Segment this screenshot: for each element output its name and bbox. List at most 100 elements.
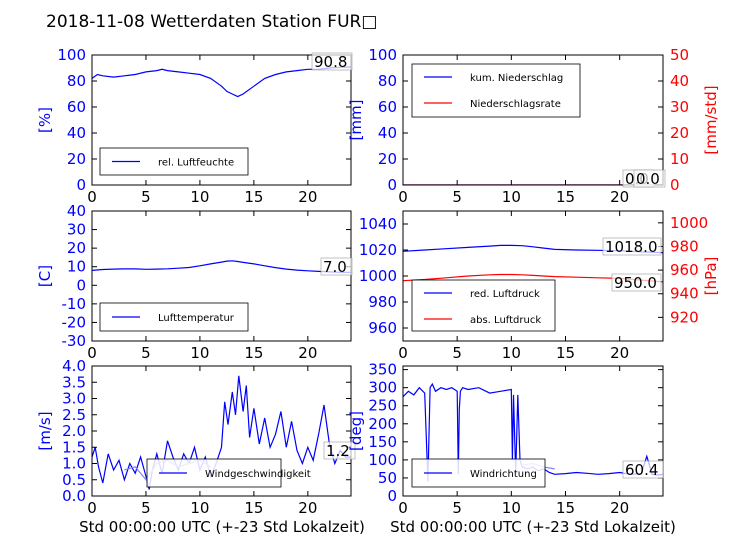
y-tick-label: 80 <box>378 72 397 90</box>
value-label-box <box>311 52 353 71</box>
y-tick-label: 350 <box>368 361 397 379</box>
value-label: 950.0 <box>614 274 657 292</box>
y-tick-label: 20 <box>378 150 397 168</box>
x-tick-label: 0 <box>87 188 97 206</box>
y-tick-label-right: 20 <box>670 124 689 142</box>
x-tick-label: 20 <box>298 188 317 206</box>
value-label: 0.0 <box>636 170 660 188</box>
x-tick-label: 5 <box>452 344 462 362</box>
x-tick-label: 10 <box>502 188 521 206</box>
legend-label: Lufttemperatur <box>158 313 235 324</box>
x-tick-label: 15 <box>244 499 263 517</box>
x-tick-label: 0 <box>398 499 408 517</box>
plot-frame <box>402 365 664 497</box>
legend: red. Luftdruck abs. Luftdruck <box>411 279 556 332</box>
legend-label: abs. Luftdruck <box>470 315 541 326</box>
x-tick-label: 20 <box>298 344 317 362</box>
x-tick-label: 5 <box>141 344 151 362</box>
y-tick-label-right: 40 <box>670 72 689 90</box>
panel-wind_direction: 0 5 10 15 20050100150200250300350[deg]Windri… <box>347 361 664 517</box>
y-tick-label: 0.0 <box>62 487 86 505</box>
y-tick-label: -30 <box>62 332 87 350</box>
y-tick-label: 80 <box>67 72 86 90</box>
panel-humidity: 0 5 10 15 20 0 20 40 60 80 100 [%] rel. Luftfeuchte 9… <box>36 46 353 206</box>
legend-box <box>411 279 556 332</box>
y-tick-label: 20 <box>67 239 86 257</box>
y-tick-label: 40 <box>67 202 86 220</box>
legend-box <box>411 63 581 118</box>
y-tick-label: 0 <box>76 176 86 194</box>
y-tick-label: 100 <box>57 46 86 64</box>
x-tick-label: 0 <box>398 344 408 362</box>
y-tick-label: 0 <box>387 487 397 505</box>
plot-frame <box>91 210 352 342</box>
y-tick-label: 0 <box>387 176 397 194</box>
y-tick-label: 20 <box>67 150 86 168</box>
legend-label: Niederschlagsrate <box>470 99 561 110</box>
y-tick-label-right: 10 <box>670 150 689 168</box>
y-tick-label-right: 1000 <box>670 214 708 232</box>
x-tick-label: 15 <box>244 188 263 206</box>
y-tick-label: 1020 <box>359 241 397 259</box>
x-tick-label: 20 <box>298 499 317 517</box>
value-label-box <box>611 273 662 292</box>
y-tick-label: 980 <box>368 293 397 311</box>
legend: Windgeschwindigkeit <box>146 458 311 488</box>
y-tick-label: 150 <box>368 433 397 451</box>
y-tick-label: 40 <box>378 124 397 142</box>
y-tick-label: 250 <box>368 397 397 415</box>
panel-temperature: 0 5 10 15 20-30-20-10010203040[C]Lufttempera… <box>36 202 353 362</box>
x-tick-label: 10 <box>502 499 521 517</box>
y-tick-label: 3.0 <box>62 390 86 408</box>
y-tick-label-right: 30 <box>670 98 689 116</box>
y-tick-label-right: 960 <box>670 261 699 279</box>
y-axis-label: [mm] <box>347 100 365 141</box>
y-tick-label: 2.5 <box>62 406 86 424</box>
y-tick-label-right: 0 <box>670 176 680 194</box>
x-tick-label: 15 <box>556 188 575 206</box>
y-tick-label-right: 920 <box>670 308 699 326</box>
y-axis-label: [m/s] <box>36 411 54 450</box>
legend-label: red. Luftdruck <box>470 289 540 300</box>
value-label: 7.0 <box>323 258 347 276</box>
y-tick-label-right: 980 <box>670 237 699 255</box>
y-tick-label: -10 <box>62 295 87 313</box>
panel-wind_speed: 0 5 10 15 20 0.00.51.01.52.02.53.03.54.0 [m/s]… <box>36 357 356 517</box>
legend: kum. Niederschlag Niederschlagsrate <box>411 63 581 118</box>
x-tick-label: 0 <box>87 499 97 517</box>
y-tick-label: 10 <box>67 258 86 276</box>
legend-label: Windgeschwindigkeit <box>205 469 311 480</box>
x-tick-label: 0 <box>87 344 97 362</box>
y-tick-label: 60 <box>67 98 86 116</box>
y-tick-label: 100 <box>368 46 397 64</box>
y-tick-label: 60 <box>378 98 397 116</box>
y-tick-label: 40 <box>67 124 86 142</box>
value-label-box <box>602 237 662 256</box>
y-tick-label: 1.5 <box>62 438 86 456</box>
y-axis-label: [%] <box>36 107 54 133</box>
x-axis-label-left: Std 00:00:00 UTC (+-23 Std Lokalzeit) <box>79 518 365 536</box>
x-tick-label: 5 <box>141 499 151 517</box>
y-tick-label: 2.0 <box>62 422 86 440</box>
value-label-box <box>633 169 666 188</box>
y-tick-label-right: 50 <box>670 46 689 64</box>
x-tick-label: 20 <box>610 188 629 206</box>
y-tick-label: 1000 <box>359 267 397 285</box>
panel-precipitation: 0 5 10 15 20 0 20 40 60 80 100 0 10 20 30 40 50 [mm] [mm/s… <box>347 46 720 206</box>
legend-label: Windrichtung <box>470 469 537 480</box>
y-axis-label-right: [mm/std] <box>702 85 720 154</box>
y-tick-label: -20 <box>62 313 87 331</box>
y-axis-label: [deg] <box>347 411 365 451</box>
x-tick-label: 5 <box>452 499 462 517</box>
series-line-rel-luftfeuchte <box>92 66 351 98</box>
x-tick-label: 20 <box>610 499 629 517</box>
y-tick-label: 200 <box>368 415 397 433</box>
y-axis-label-right: [hPa] <box>702 257 720 296</box>
y-tick-label: 960 <box>368 319 397 337</box>
y-tick-label: 3.5 <box>62 373 86 391</box>
legend: Windrichtung <box>411 458 546 488</box>
series-line-windrichtung <box>403 382 663 482</box>
x-tick-label: 5 <box>141 188 151 206</box>
